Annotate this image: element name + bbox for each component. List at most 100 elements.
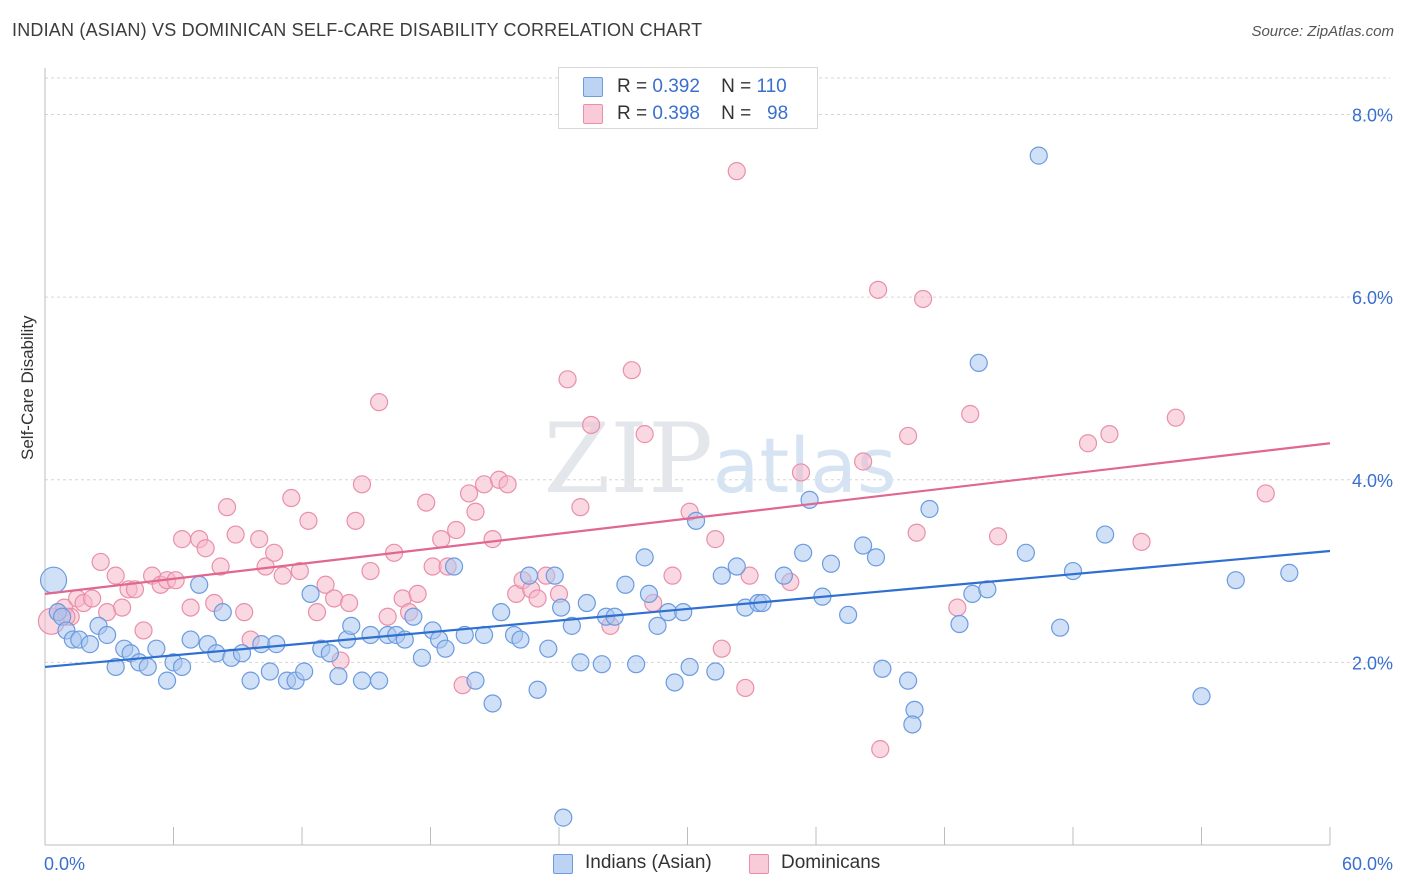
- indians-point: [554, 808, 573, 827]
- indians-point: [727, 557, 746, 576]
- source-label: Source: ZipAtlas.com: [1251, 23, 1394, 40]
- bottom-legend-swatch-pink: [749, 854, 769, 874]
- indians-point: [1029, 146, 1048, 165]
- dominicans-point: [265, 543, 284, 562]
- legend-n-value: 110: [756, 76, 787, 97]
- dominicans-point: [558, 370, 577, 389]
- dominicans-point: [898, 426, 918, 446]
- dominicans-point: [299, 511, 318, 530]
- chart-title: INDIAN (ASIAN) VS DOMINICAN SELF-CARE DI…: [12, 20, 703, 40]
- dominicans-point: [235, 603, 254, 622]
- dominicans-point: [346, 511, 365, 530]
- dominicans-point: [988, 527, 1008, 546]
- legend-r-label: R =: [617, 76, 648, 97]
- dominicans-point: [181, 598, 200, 617]
- indians-point: [436, 639, 455, 658]
- indians-point: [1051, 618, 1070, 637]
- dominicans-point: [869, 280, 888, 299]
- dominicans-point: [83, 589, 102, 608]
- indians-point: [511, 630, 530, 649]
- indians-points: [39, 146, 1299, 827]
- indians-point: [1192, 687, 1211, 706]
- indians-point: [404, 607, 423, 626]
- dominicans-point: [466, 502, 485, 521]
- y-axis-label: Self-Care Disability: [18, 315, 37, 460]
- indians-point: [706, 662, 725, 681]
- indians-point: [98, 625, 117, 645]
- dominicans-point: [582, 415, 601, 435]
- indians-point: [106, 657, 125, 677]
- dominicans-point: [282, 488, 301, 508]
- legend-r-value: 0.392: [652, 76, 700, 97]
- indians-point: [444, 557, 464, 576]
- indians-point: [680, 657, 699, 677]
- indians-point: [873, 659, 892, 678]
- dominicans-point: [273, 566, 292, 585]
- dominicans-point: [740, 566, 759, 585]
- dominicans-point: [635, 425, 654, 444]
- indians-point: [635, 548, 654, 567]
- indians-point: [157, 671, 177, 690]
- dominicans-point: [907, 523, 926, 542]
- indians-point: [571, 653, 590, 672]
- dominicans-point: [250, 530, 269, 549]
- dominicans-point: [712, 639, 731, 658]
- indians-point: [1280, 563, 1299, 582]
- dominicans-point: [727, 162, 746, 181]
- dominicans-point: [91, 552, 110, 572]
- indians-point: [963, 584, 982, 603]
- dominicans-point: [474, 475, 494, 494]
- indians-point: [686, 511, 706, 530]
- dominicans-trend-line: [44, 442, 1331, 595]
- dominicans-point: [528, 589, 547, 608]
- indians-point: [295, 662, 314, 681]
- indians-point: [545, 566, 564, 585]
- dominicans-point: [378, 607, 397, 626]
- dominicans-point: [316, 575, 335, 594]
- dominicans-point: [134, 621, 153, 640]
- indians-point: [665, 673, 684, 692]
- dominicans-point: [961, 404, 980, 424]
- x-tick-label: 0.0%: [44, 854, 85, 874]
- dominicans-point: [325, 589, 344, 608]
- indians-point: [80, 635, 100, 654]
- y-tick-label: 6.0%: [1352, 288, 1393, 308]
- dominicans-point: [459, 484, 479, 503]
- dominicans-point: [172, 530, 192, 549]
- indians-point: [260, 662, 279, 681]
- dominicans-point: [736, 678, 755, 698]
- indians-point: [626, 655, 646, 674]
- y-tick-label: 8.0%: [1352, 106, 1393, 126]
- indians-point: [466, 671, 485, 690]
- dominicans-point: [1166, 408, 1185, 427]
- indians-point: [1226, 571, 1245, 590]
- indians-point: [361, 625, 380, 645]
- indians-point: [342, 616, 361, 635]
- dominicans-point: [706, 530, 725, 549]
- indians-point: [903, 715, 922, 734]
- indians-point: [592, 655, 611, 674]
- dominicans-point: [125, 580, 145, 599]
- indians-point: [370, 671, 389, 690]
- indians-point: [898, 671, 918, 690]
- indians-point: [539, 639, 558, 658]
- indians-point: [577, 593, 596, 613]
- indians-point: [213, 603, 232, 622]
- legend-r-value: 0.398: [652, 103, 700, 124]
- indians-point: [821, 554, 841, 573]
- dominicans-point: [290, 561, 309, 581]
- legend-swatch-blue: [583, 77, 603, 97]
- x-tick-label: 60.0%: [1342, 854, 1393, 874]
- indians-point: [352, 671, 372, 690]
- indians-point: [648, 616, 667, 635]
- indians-point: [839, 605, 858, 625]
- indians-point: [552, 598, 571, 617]
- indians-point: [920, 499, 939, 519]
- dominicans-point: [1256, 484, 1275, 503]
- bottom-legend-swatch-blue: [553, 854, 573, 874]
- indians-point: [474, 625, 494, 645]
- dominicans-point: [483, 530, 502, 549]
- indians-point: [1063, 561, 1083, 581]
- indians-point: [455, 625, 474, 645]
